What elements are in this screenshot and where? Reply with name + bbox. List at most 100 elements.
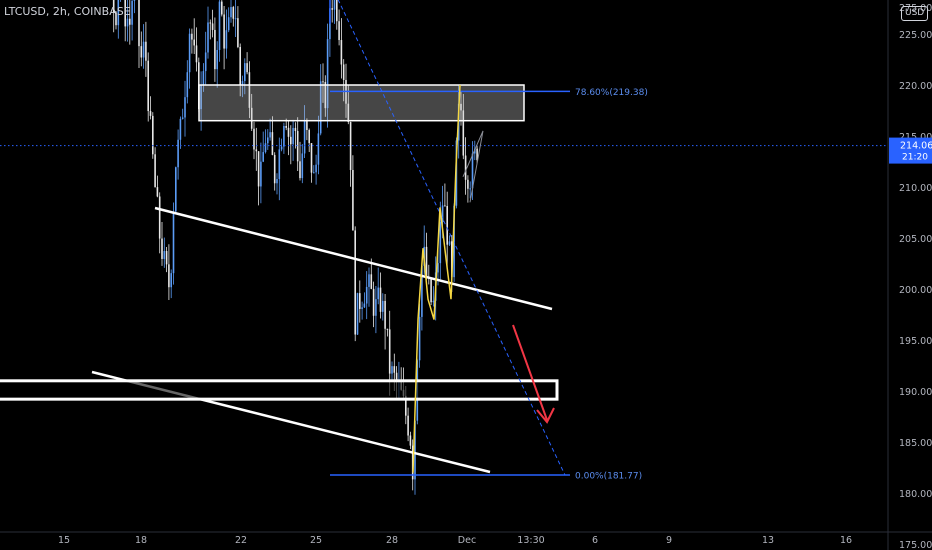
candle-body — [280, 146, 283, 150]
fib-trend-line — [337, 0, 566, 476]
candle-body — [476, 148, 478, 161]
last-price-label: 214.06 — [900, 141, 932, 152]
candle-body — [239, 46, 241, 86]
candle-body — [227, 17, 230, 31]
candle-body — [303, 120, 306, 154]
candle-body — [165, 251, 168, 265]
candle-body — [230, 7, 232, 18]
candle-body — [471, 153, 474, 189]
candle-body — [372, 288, 375, 316]
x-tick-label: 18 — [135, 535, 147, 546]
candle-body — [296, 131, 299, 162]
candle-body — [453, 205, 455, 278]
candle-body — [269, 132, 271, 138]
candle-body — [131, 0, 133, 25]
candle-body — [255, 149, 258, 152]
candle-body — [152, 115, 154, 155]
candle-body — [253, 128, 255, 150]
candle-body — [333, 0, 336, 10]
candle-body — [237, 18, 239, 47]
candle-body — [340, 40, 343, 65]
candle-body — [474, 148, 476, 154]
candle-body — [430, 278, 432, 303]
candle-body — [232, 7, 235, 19]
candle-body — [179, 118, 182, 140]
candle-body — [306, 120, 308, 130]
candle-body — [158, 196, 161, 239]
candle-body — [126, 18, 129, 27]
candle-body — [313, 172, 315, 174]
candle-body — [193, 39, 195, 46]
candle-body — [382, 300, 384, 312]
upper-trendline — [154, 206, 553, 311]
candle-body — [290, 136, 292, 145]
candle-body — [115, 12, 117, 26]
y-tick-label: 175.00 — [899, 540, 932, 550]
candle-body — [234, 18, 237, 20]
drawing-overlays: 100.00%(229.62)78.60%(219.38)0.00%(181.7… — [0, 0, 888, 481]
candle-body — [361, 307, 363, 309]
forecast-arrow-head — [536, 407, 555, 424]
candle-body — [365, 286, 368, 304]
candle-body — [460, 103, 462, 111]
candle-body — [432, 300, 435, 303]
swing-pattern — [412, 84, 461, 473]
candle-body — [278, 149, 281, 180]
candle-body — [260, 161, 262, 187]
y-tick-label: 180.00 — [899, 489, 932, 500]
candle-body — [271, 132, 274, 155]
candle-body — [326, 39, 329, 109]
candle-body — [294, 127, 297, 132]
candle-body — [133, 0, 136, 1]
currency-badge[interactable]: USD — [901, 6, 929, 21]
candle-body — [342, 64, 345, 80]
resistance-zone — [198, 84, 525, 122]
candle-body — [308, 129, 310, 144]
candle-body — [186, 72, 189, 98]
candle-body — [301, 153, 304, 179]
candle-body — [145, 41, 147, 61]
x-tick-label: 6 — [592, 535, 598, 546]
x-tick-label: 22 — [235, 535, 247, 546]
x-tick-label: 25 — [310, 535, 322, 546]
candle-body — [216, 49, 218, 70]
candle-body — [142, 41, 145, 58]
candle-body — [322, 81, 324, 83]
candle-body — [409, 435, 412, 446]
y-tick-label: 215.00 — [899, 132, 932, 143]
candle-body — [140, 46, 143, 58]
candle-body — [418, 316, 421, 361]
x-tick-label: 13 — [762, 535, 774, 546]
support-zone — [0, 379, 559, 401]
candle-body — [204, 52, 207, 72]
candle-body — [363, 303, 366, 308]
y-tick-label: 195.00 — [899, 336, 932, 347]
candle-body — [172, 211, 175, 274]
candle-body — [117, 0, 120, 26]
candle-body — [384, 300, 386, 329]
y-tick-label: 205.00 — [899, 234, 932, 245]
candle-body — [441, 205, 444, 223]
candle-body — [324, 82, 327, 109]
bar-countdown-label: 21:20 — [902, 153, 928, 163]
last-price-box — [889, 137, 932, 164]
candle-body — [175, 167, 177, 212]
candle-body — [248, 72, 251, 108]
flag-pattern — [462, 130, 484, 203]
forecast-arrow-shaft — [512, 324, 548, 421]
x-tick-label: 16 — [840, 535, 852, 546]
candle-body — [184, 97, 186, 118]
candle-body — [191, 33, 193, 40]
candle-body — [393, 366, 396, 373]
candle-body — [446, 205, 448, 245]
x-tick-label: 15 — [58, 535, 70, 546]
candle-body — [276, 179, 278, 184]
candle-body — [209, 22, 212, 24]
candle-body — [338, 21, 340, 41]
y-tick-label: 200.00 — [899, 285, 932, 296]
candle-body — [448, 241, 451, 245]
candle-body — [347, 103, 350, 123]
fib-level-label: 0.00%(181.77) — [575, 471, 642, 481]
